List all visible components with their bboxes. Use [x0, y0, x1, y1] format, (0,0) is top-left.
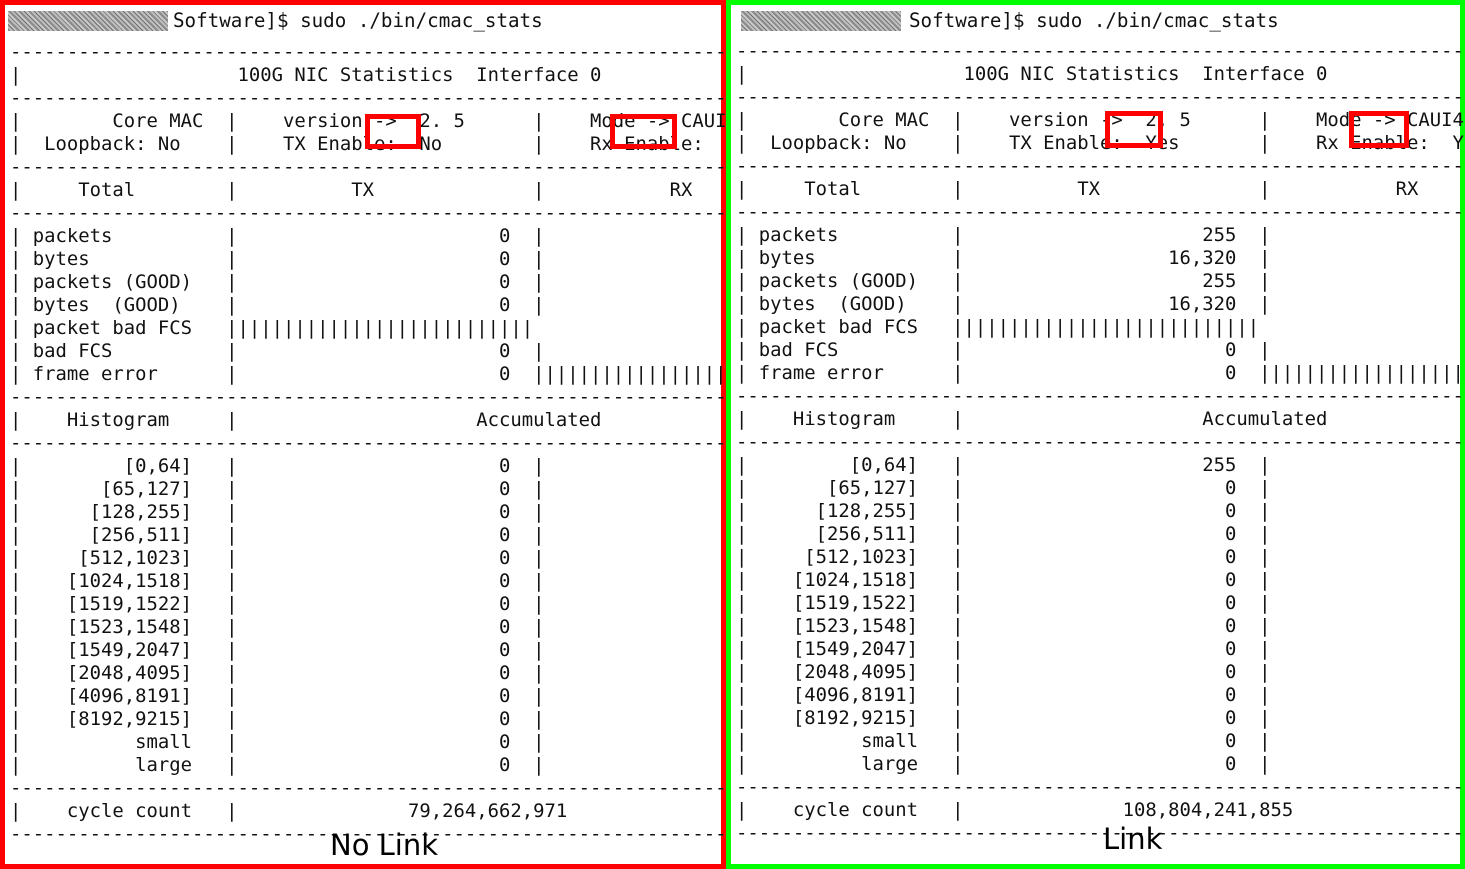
cmac-stats-table: ----------------------------------------…	[736, 40, 1465, 844]
shell-prompt: Software]$ sudo ./bin/cmac_stats	[909, 9, 1279, 32]
link-panel: Software]$ sudo ./bin/cmac_stats -------…	[726, 0, 1465, 869]
panel-caption: No Link	[330, 828, 439, 862]
cmac-stats-table: ----------------------------------------…	[10, 41, 886, 845]
redacted-prompt-prefix	[741, 11, 901, 31]
rx-enable-highlight	[1349, 111, 1409, 148]
redacted-prompt-prefix	[8, 11, 168, 31]
shell-prompt: Software]$ sudo ./bin/cmac_stats	[173, 9, 543, 32]
rx-enable-highlight	[610, 114, 677, 149]
tx-enable-highlight	[1105, 111, 1163, 148]
tx-enable-highlight	[365, 114, 421, 149]
panel-caption: Link	[1103, 822, 1163, 856]
no-link-panel: Software]$ sudo ./bin/cmac_stats -------…	[0, 0, 886, 869]
